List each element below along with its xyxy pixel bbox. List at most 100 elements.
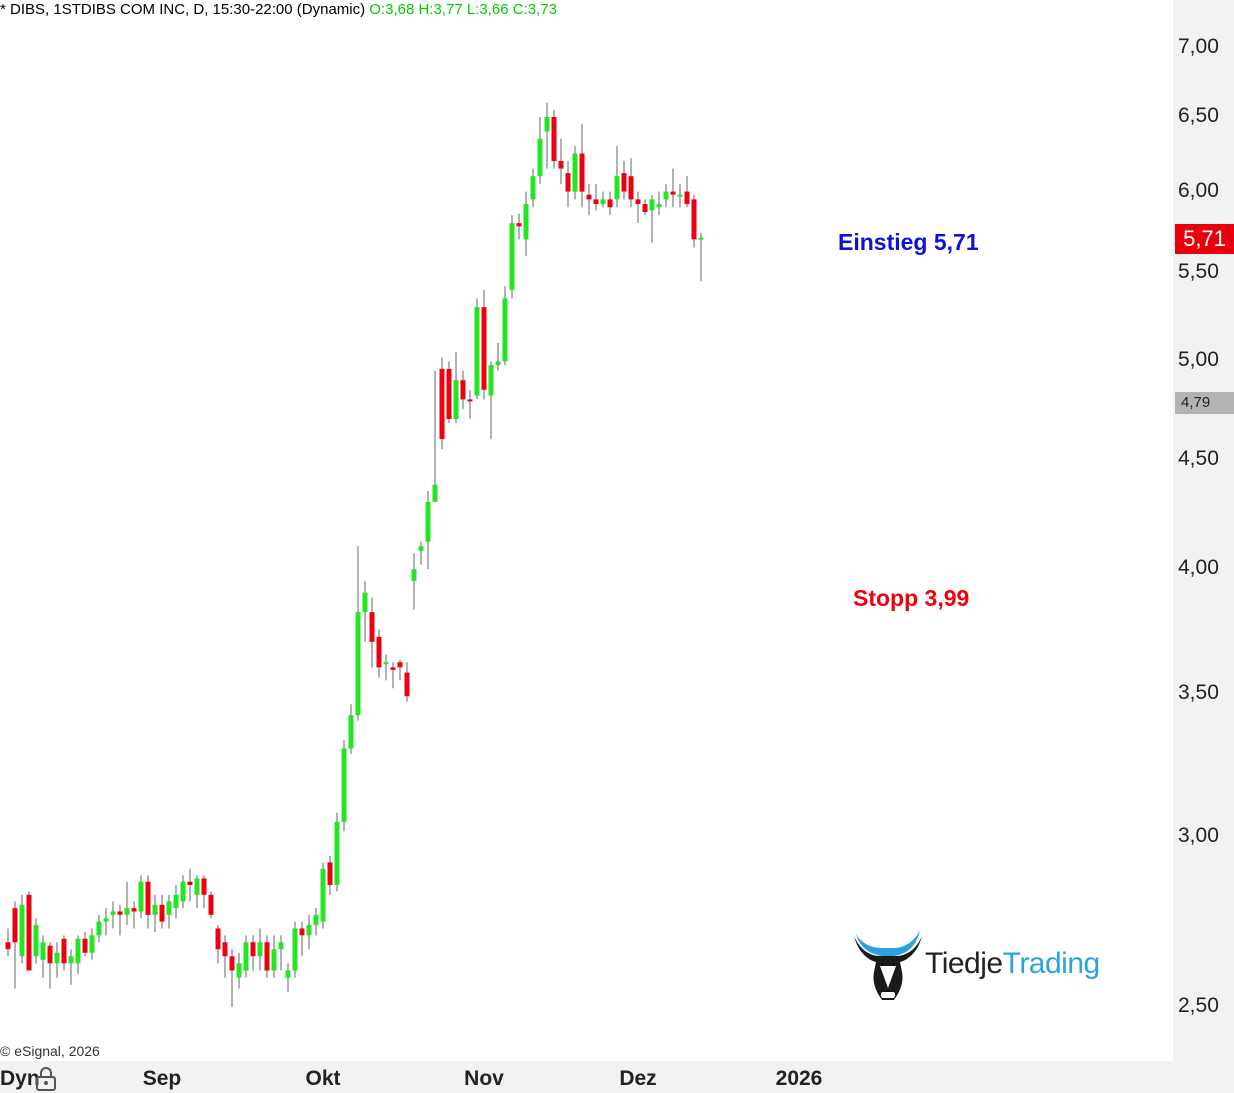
candle-body-down (201, 878, 207, 895)
candle-body-up (40, 942, 46, 960)
time-tick-label: Sep (142, 1067, 182, 1090)
candle (698, 232, 704, 282)
candle-body-up (320, 868, 326, 922)
candle-body-up (523, 204, 529, 240)
plot-area[interactable] (0, 0, 1173, 1061)
candle (75, 935, 81, 975)
candle-body-up (383, 662, 389, 665)
candle-body-down (5, 942, 11, 950)
candle (397, 659, 403, 681)
candle (523, 191, 529, 256)
bull-logo-icon (854, 930, 922, 1000)
candle-body-down (390, 667, 396, 670)
candle (614, 146, 620, 208)
candle (558, 138, 564, 184)
candle (488, 361, 494, 440)
candle-body-down (327, 862, 333, 885)
candle-body-down (642, 204, 648, 212)
candle-body-down (446, 368, 452, 420)
candle (110, 901, 116, 929)
candle-body-down (621, 173, 627, 192)
entry-annotation: Einstieg 5,71 (838, 229, 979, 255)
candle-body-up (96, 921, 102, 936)
candle (215, 925, 221, 964)
candle-body-up (243, 942, 249, 971)
candle (320, 862, 326, 929)
time-tick-label: 2026 (775, 1067, 823, 1090)
candle (180, 875, 186, 909)
candle-body-up (572, 153, 578, 192)
candle-body-down (397, 662, 403, 668)
candle-body-up (278, 942, 284, 950)
candle (495, 342, 501, 371)
candle-body-down (208, 894, 214, 915)
candle-body-up (166, 901, 172, 915)
candle (544, 102, 550, 169)
candle-body-down (467, 399, 473, 402)
candle (299, 921, 305, 957)
candle-body-down (635, 199, 641, 205)
candle (502, 286, 508, 366)
time-tick-label: Okt (305, 1067, 341, 1090)
price-tick-label: 5,50 (1178, 259, 1219, 283)
candle-body-up (180, 881, 186, 902)
candle-body-up (425, 501, 431, 542)
candle-body-up (257, 942, 263, 957)
candle (432, 370, 438, 502)
candle-body-up (474, 307, 480, 396)
price-axis[interactable] (1173, 0, 1234, 1061)
candle-body-down (558, 161, 564, 169)
candle (411, 553, 417, 610)
candle (327, 856, 333, 895)
logo-wordmark: TiedjeTrading (925, 947, 1100, 981)
candle-body-down (481, 307, 487, 390)
candle (278, 935, 284, 971)
candle-body-up (530, 176, 536, 200)
candle (369, 597, 375, 668)
candle-body-down (215, 928, 221, 950)
candle (418, 541, 424, 565)
candle-body-down (117, 911, 123, 915)
candle (362, 580, 368, 642)
candle-body-down (670, 191, 676, 195)
candle (271, 935, 277, 978)
price-tick-label: 6,50 (1178, 104, 1219, 128)
candle-body-down (369, 612, 375, 642)
candle (579, 124, 585, 208)
candle (572, 146, 578, 200)
candle (551, 109, 557, 169)
candle (152, 894, 158, 932)
candle-body-up (68, 956, 74, 964)
candle (621, 161, 627, 200)
dyn-label[interactable]: Dyn (0, 1067, 40, 1090)
candle (54, 942, 60, 978)
candle (453, 352, 459, 423)
candle-body-down (593, 199, 599, 205)
time-tick-label: Dez (619, 1067, 657, 1090)
candle-body-up (271, 949, 277, 971)
ohlc-readout: O:3,68 H:3,77 L:3,66 C:3,73 (369, 1, 557, 18)
candle-body-up (453, 380, 459, 420)
candle (348, 704, 354, 755)
candle-body-up (614, 176, 620, 200)
candle-body-up (33, 925, 39, 957)
stop-annotation: Stopp 3,99 (853, 585, 970, 611)
candle (194, 875, 200, 909)
candle-body-up (75, 938, 81, 964)
lock-icon[interactable] (35, 1066, 57, 1092)
candle-body-up (488, 365, 494, 396)
candle (600, 191, 606, 208)
candle-body-down (551, 117, 557, 162)
candle (677, 183, 683, 208)
time-axis[interactable] (0, 1061, 1234, 1093)
candle (82, 931, 88, 957)
logo-part-tiedje: Tiedje (925, 947, 1003, 980)
candle-body-up (110, 911, 116, 915)
candle (26, 891, 32, 971)
candle-body-down (516, 223, 522, 227)
candle (243, 935, 249, 978)
candle (425, 491, 431, 570)
candle (334, 812, 340, 892)
candle (131, 901, 137, 929)
candle (145, 875, 151, 929)
